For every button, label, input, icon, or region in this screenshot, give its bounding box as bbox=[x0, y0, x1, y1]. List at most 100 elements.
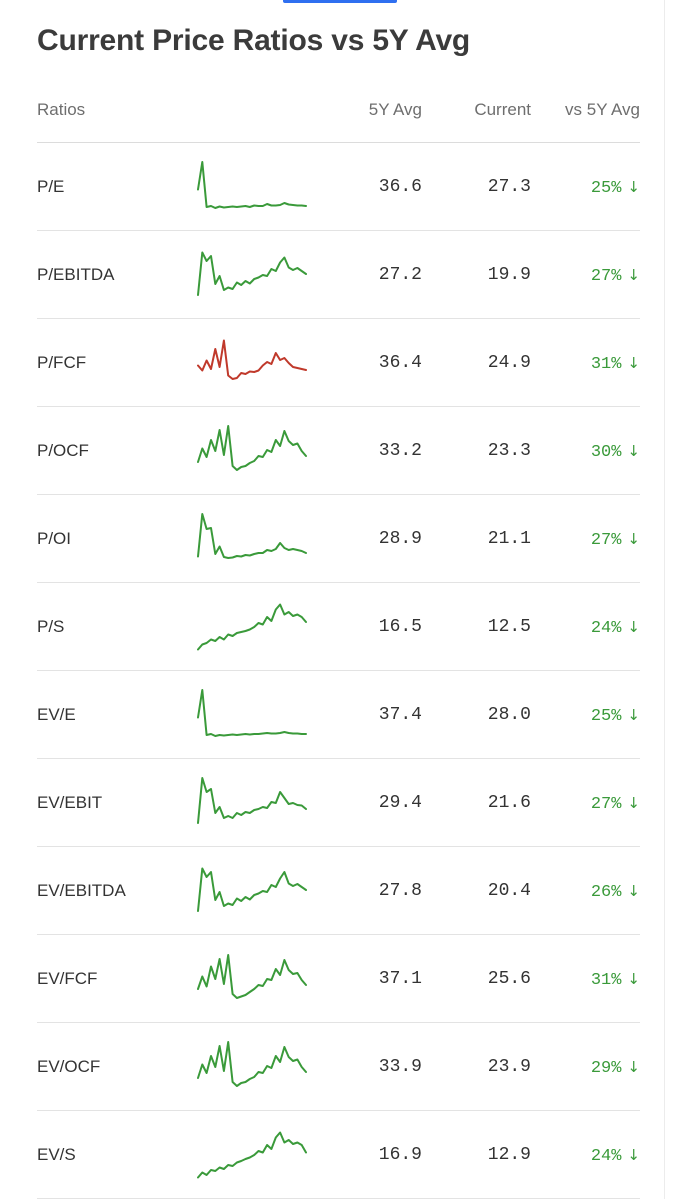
five-year-avg-value: 28.9 bbox=[378, 529, 422, 549]
vs-5y-avg-change: 25% ↓ bbox=[591, 705, 640, 727]
table-row[interactable]: P/FCF 36.4 24.9 31% ↓ bbox=[37, 319, 640, 407]
sparkline-chart bbox=[197, 339, 307, 380]
vs-5y-avg-change: 27% ↓ bbox=[591, 265, 640, 287]
current-value: 23.9 bbox=[487, 1057, 531, 1077]
sparkline-series-line bbox=[197, 251, 307, 296]
five-year-avg-value: 36.6 bbox=[378, 177, 422, 197]
ratio-name: EV/EBITDA bbox=[37, 881, 126, 900]
arrow-down-icon: ↓ bbox=[627, 266, 640, 284]
current-value: 20.4 bbox=[487, 881, 531, 901]
change-percent: 27% bbox=[590, 795, 622, 814]
change-percent: 31% bbox=[590, 971, 622, 990]
arrow-down-icon: ↓ bbox=[627, 178, 640, 196]
five-year-avg-value: 37.1 bbox=[378, 969, 422, 989]
current-value: 19.9 bbox=[487, 265, 531, 285]
ratio-name: EV/OCF bbox=[37, 1057, 101, 1076]
sparkline-series-line bbox=[197, 1131, 307, 1179]
change-percent: 25% bbox=[590, 707, 622, 726]
vs-5y-avg-change: 24% ↓ bbox=[591, 617, 640, 639]
five-year-avg-value: 27.2 bbox=[378, 265, 422, 285]
ratio-name: P/S bbox=[37, 617, 65, 636]
sparkline-series-line bbox=[197, 513, 307, 559]
current-value: 27.3 bbox=[487, 177, 531, 197]
ratio-name: EV/S bbox=[37, 1145, 76, 1164]
column-header-current[interactable]: Current bbox=[474, 100, 531, 119]
change-percent: 30% bbox=[590, 443, 622, 462]
arrow-down-icon: ↓ bbox=[627, 970, 640, 988]
table-row[interactable]: EV/FCF 37.1 25.6 31% ↓ bbox=[37, 935, 640, 1023]
change-percent: 27% bbox=[590, 531, 622, 550]
sparkline-series-line bbox=[197, 425, 307, 471]
ratios-table: P/E 36.6 27.3 25% ↓ P/EBITDA 27.2 19.9 27% ↓ P/FCF… bbox=[37, 143, 640, 1199]
sparkline-chart bbox=[197, 777, 307, 824]
ratio-name: P/EBITDA bbox=[37, 265, 115, 284]
tab-indicator bbox=[283, 0, 397, 3]
vs-5y-avg-change: 31% ↓ bbox=[591, 353, 640, 375]
current-value: 21.6 bbox=[487, 793, 531, 813]
sparkline-chart bbox=[197, 689, 307, 737]
sparkline-chart bbox=[197, 1041, 307, 1087]
vs-5y-avg-change: 30% ↓ bbox=[591, 441, 640, 463]
sparkline-chart bbox=[197, 954, 307, 999]
five-year-avg-value: 33.2 bbox=[378, 441, 422, 461]
table-row[interactable]: EV/OCF 33.9 23.9 29% ↓ bbox=[37, 1023, 640, 1111]
arrow-down-icon: ↓ bbox=[627, 354, 640, 372]
sparkline-series-line bbox=[197, 161, 307, 209]
sparkline-series-line bbox=[197, 339, 307, 380]
table-row[interactable]: EV/S 16.9 12.9 24% ↓ bbox=[37, 1111, 640, 1199]
sparkline-series-line bbox=[197, 689, 307, 737]
vs-5y-avg-change: 26% ↓ bbox=[591, 881, 640, 903]
table-row[interactable]: P/E 36.6 27.3 25% ↓ bbox=[37, 143, 640, 231]
sparkline-chart bbox=[197, 1131, 307, 1179]
change-percent: 29% bbox=[590, 1059, 622, 1078]
table-row[interactable]: EV/EBITDA 27.8 20.4 26% ↓ bbox=[37, 847, 640, 935]
arrow-down-icon: ↓ bbox=[627, 706, 640, 724]
five-year-avg-value: 33.9 bbox=[378, 1057, 422, 1077]
ratio-name: EV/EBIT bbox=[37, 793, 103, 812]
change-percent: 24% bbox=[590, 1147, 622, 1166]
ratio-name: P/OCF bbox=[37, 441, 89, 460]
sparkline-chart bbox=[197, 251, 307, 296]
ratio-name: EV/E bbox=[37, 705, 76, 724]
change-percent: 25% bbox=[590, 179, 622, 198]
five-year-avg-value: 27.8 bbox=[378, 881, 422, 901]
table-row[interactable]: EV/EBIT 29.4 21.6 27% ↓ bbox=[37, 759, 640, 847]
current-value: 28.0 bbox=[487, 705, 531, 725]
column-header-ratios[interactable]: Ratios bbox=[37, 100, 86, 119]
table-row[interactable]: P/S 16.5 12.5 24% ↓ bbox=[37, 583, 640, 671]
five-year-avg-value: 36.4 bbox=[378, 353, 422, 373]
table-row[interactable]: P/EBITDA 27.2 19.9 27% ↓ bbox=[37, 231, 640, 319]
arrow-down-icon: ↓ bbox=[627, 530, 640, 548]
current-value: 21.1 bbox=[487, 529, 531, 549]
table-row[interactable]: P/OI 28.9 21.1 27% ↓ bbox=[37, 495, 640, 583]
page-title: Current Price Ratios vs 5Y Avg bbox=[37, 24, 471, 57]
sparkline-chart bbox=[197, 603, 307, 651]
ratio-name: P/FCF bbox=[37, 353, 87, 372]
five-year-avg-value: 29.4 bbox=[378, 793, 422, 813]
five-year-avg-value: 16.9 bbox=[378, 1145, 422, 1165]
vs-5y-avg-change: 31% ↓ bbox=[591, 969, 640, 991]
column-header-5y-avg[interactable]: 5Y Avg bbox=[368, 100, 422, 119]
column-header-vs-5y-avg[interactable]: vs 5Y Avg bbox=[565, 100, 640, 119]
sparkline-chart bbox=[197, 867, 307, 912]
vs-5y-avg-change: 24% ↓ bbox=[591, 1145, 640, 1167]
change-percent: 27% bbox=[590, 267, 622, 286]
sparkline-series-line bbox=[197, 867, 307, 912]
current-value: 25.6 bbox=[487, 969, 531, 989]
table-row[interactable]: EV/E 37.4 28.0 25% ↓ bbox=[37, 671, 640, 759]
sparkline-chart bbox=[197, 513, 307, 559]
sparkline-series-line bbox=[197, 603, 307, 651]
table-header: Ratios 5Y Avg Current vs 5Y Avg bbox=[37, 100, 640, 143]
table-row[interactable]: P/OCF 33.2 23.3 30% ↓ bbox=[37, 407, 640, 495]
current-value: 12.5 bbox=[487, 617, 531, 637]
sparkline-series-line bbox=[197, 954, 307, 999]
vs-5y-avg-change: 27% ↓ bbox=[591, 793, 640, 815]
arrow-down-icon: ↓ bbox=[627, 882, 640, 900]
change-percent: 31% bbox=[590, 355, 622, 374]
sparkline-chart bbox=[197, 425, 307, 471]
ratio-name: EV/FCF bbox=[37, 969, 98, 988]
arrow-down-icon: ↓ bbox=[627, 442, 640, 460]
five-year-avg-value: 16.5 bbox=[378, 617, 422, 637]
change-percent: 26% bbox=[590, 883, 622, 902]
vs-5y-avg-change: 25% ↓ bbox=[591, 177, 640, 199]
